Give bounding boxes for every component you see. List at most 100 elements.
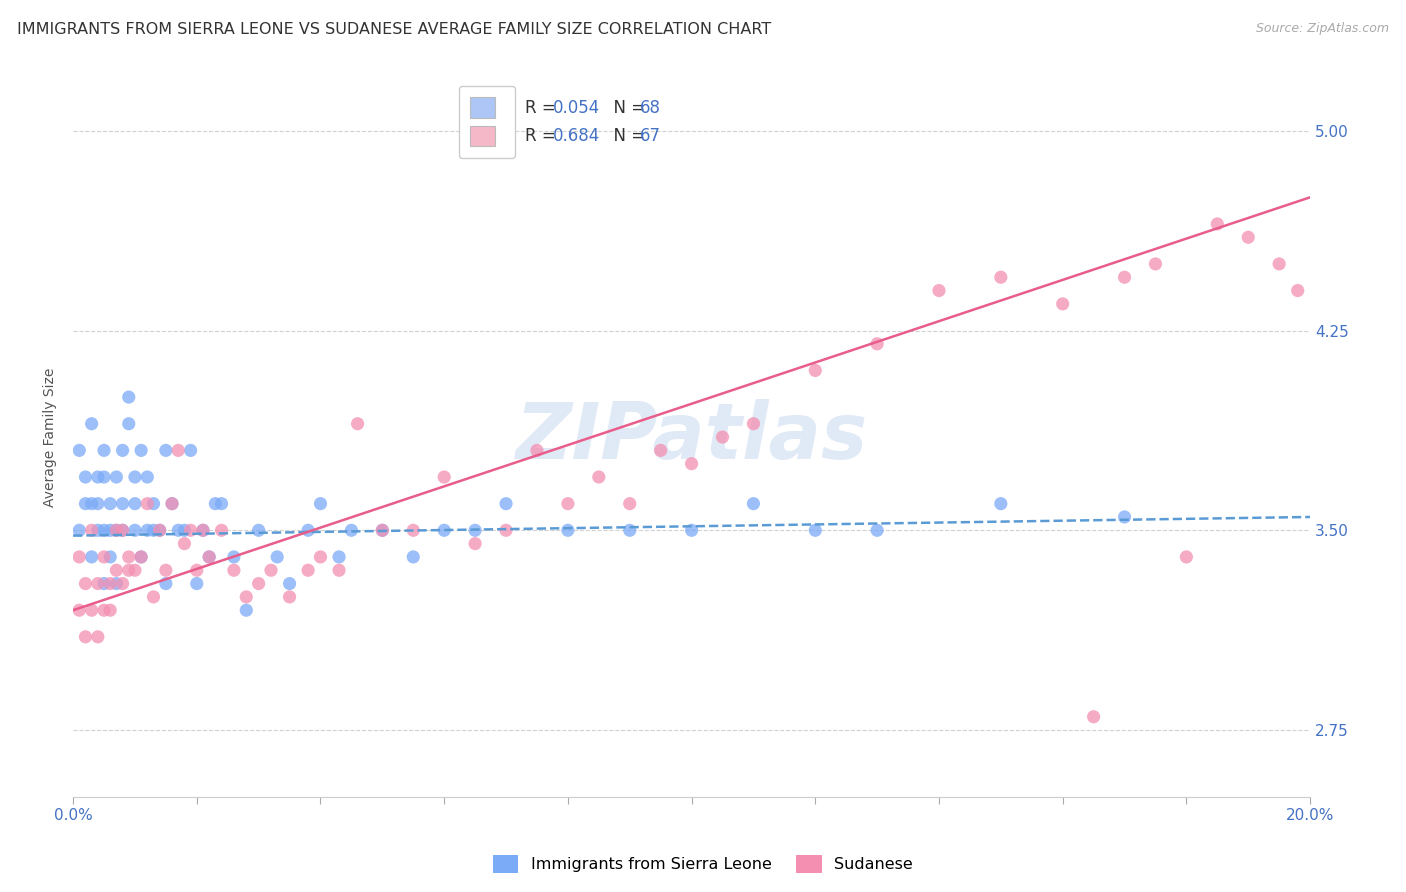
Point xyxy=(371,523,394,537)
Point xyxy=(118,563,141,577)
Point xyxy=(588,470,610,484)
Point xyxy=(309,549,332,564)
Point xyxy=(160,497,183,511)
Point xyxy=(681,523,703,537)
Point xyxy=(67,549,90,564)
Text: ZIPatlas: ZIPatlas xyxy=(516,399,868,475)
Point xyxy=(1237,230,1260,244)
Point xyxy=(149,523,172,537)
Point xyxy=(346,417,368,431)
Point xyxy=(742,417,765,431)
Point xyxy=(222,563,245,577)
Point xyxy=(711,430,734,444)
Text: 0.684: 0.684 xyxy=(553,128,600,145)
Point xyxy=(464,536,486,550)
Point xyxy=(124,563,146,577)
Point xyxy=(866,523,889,537)
Point xyxy=(402,523,425,537)
Point xyxy=(247,576,270,591)
Point xyxy=(1114,270,1136,285)
Text: N =: N = xyxy=(603,99,650,117)
Point xyxy=(142,590,165,604)
Text: N =: N = xyxy=(603,128,650,145)
Point xyxy=(75,630,97,644)
Point xyxy=(98,576,121,591)
Point xyxy=(526,443,548,458)
Point xyxy=(1114,510,1136,524)
Text: IMMIGRANTS FROM SIERRA LEONE VS SUDANESE AVERAGE FAMILY SIZE CORRELATION CHART: IMMIGRANTS FROM SIERRA LEONE VS SUDANESE… xyxy=(17,22,770,37)
Point xyxy=(278,576,301,591)
Point xyxy=(98,523,121,537)
Point xyxy=(87,497,110,511)
Point xyxy=(167,443,190,458)
Point xyxy=(297,523,319,537)
Point xyxy=(160,497,183,511)
Point xyxy=(204,497,226,511)
Text: 68: 68 xyxy=(640,99,661,117)
Point xyxy=(124,497,146,511)
Point xyxy=(1083,710,1105,724)
Point xyxy=(186,576,208,591)
Point xyxy=(105,470,128,484)
Point xyxy=(191,523,214,537)
Point xyxy=(93,470,115,484)
Legend: Immigrants from Sierra Leone, Sudanese: Immigrants from Sierra Leone, Sudanese xyxy=(486,848,920,880)
Point xyxy=(67,523,90,537)
Point xyxy=(87,576,110,591)
Point xyxy=(173,536,195,550)
Point xyxy=(118,390,141,404)
Point xyxy=(650,443,672,458)
Point xyxy=(235,590,257,604)
Point xyxy=(124,523,146,537)
Point xyxy=(129,549,152,564)
Point xyxy=(98,549,121,564)
Point xyxy=(309,497,332,511)
Point xyxy=(495,497,517,511)
Text: 67: 67 xyxy=(640,128,661,145)
Point xyxy=(235,603,257,617)
Point xyxy=(93,549,115,564)
Point xyxy=(80,417,103,431)
Point xyxy=(87,523,110,537)
Point xyxy=(433,523,456,537)
Point xyxy=(93,523,115,537)
Point xyxy=(111,443,134,458)
Point xyxy=(136,470,159,484)
Point xyxy=(1206,217,1229,231)
Point xyxy=(129,443,152,458)
Point xyxy=(557,523,579,537)
Point xyxy=(990,270,1012,285)
Point xyxy=(198,549,221,564)
Point xyxy=(402,549,425,564)
Point xyxy=(180,443,202,458)
Point xyxy=(75,576,97,591)
Point xyxy=(1052,297,1074,311)
Point xyxy=(136,523,159,537)
Point xyxy=(495,523,517,537)
Point xyxy=(80,523,103,537)
Point xyxy=(464,523,486,537)
Point xyxy=(129,549,152,564)
Point xyxy=(67,443,90,458)
Point xyxy=(278,590,301,604)
Point xyxy=(247,523,270,537)
Point xyxy=(80,603,103,617)
Point xyxy=(211,523,233,537)
Point xyxy=(804,523,827,537)
Point xyxy=(67,603,90,617)
Point xyxy=(260,563,283,577)
Point xyxy=(105,576,128,591)
Text: 0.054: 0.054 xyxy=(553,99,600,117)
Point xyxy=(191,523,214,537)
Point xyxy=(111,497,134,511)
Point xyxy=(211,497,233,511)
Point xyxy=(93,443,115,458)
Point xyxy=(105,523,128,537)
Point xyxy=(167,523,190,537)
Point xyxy=(804,363,827,377)
Point xyxy=(433,470,456,484)
Point xyxy=(155,563,177,577)
Point xyxy=(297,563,319,577)
Point xyxy=(557,497,579,511)
Text: Source: ZipAtlas.com: Source: ZipAtlas.com xyxy=(1256,22,1389,36)
